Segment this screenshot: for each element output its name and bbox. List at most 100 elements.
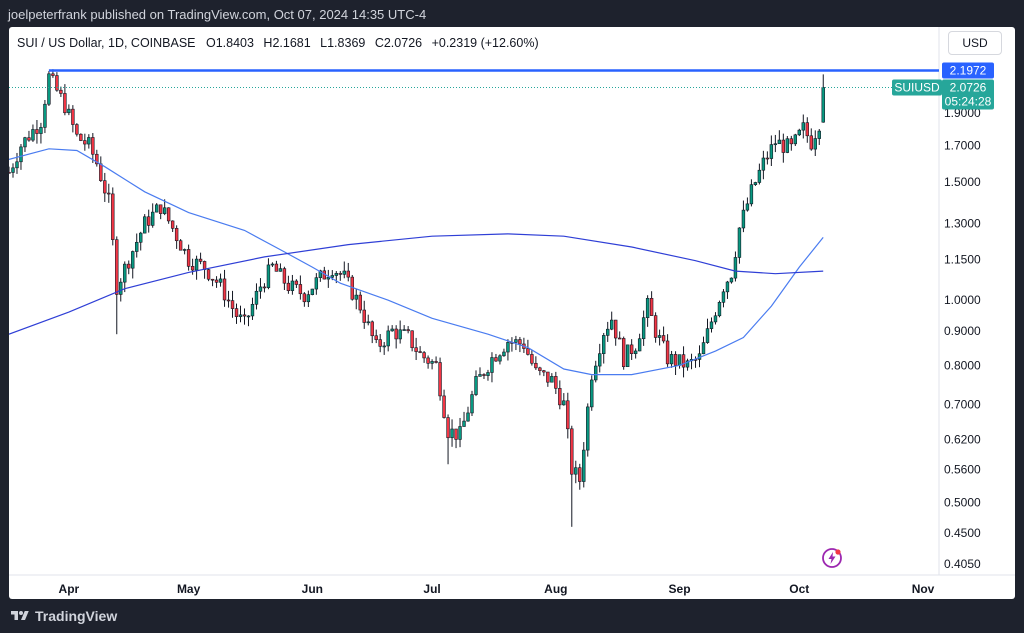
candle-body [438,362,442,397]
candle-body [143,216,147,234]
candle-body [598,353,602,367]
legend-change: +0.2319 (+12.60%) [431,36,539,50]
candle-body [813,138,817,150]
candle-body [246,315,251,318]
candle-body [234,308,239,317]
publisher-caption: joelpeterfrank published on TradingView.… [8,7,427,22]
candle-body [270,263,275,266]
candle-body [170,220,175,229]
candle-body [87,137,91,145]
currency-button[interactable]: USD [948,31,1002,55]
candle-body [729,277,734,283]
candle-body [67,108,71,114]
candle-body [590,379,594,408]
candle-body [91,137,95,155]
candle-body [139,232,143,243]
candle-body [83,140,87,145]
y-tick-label: 0.8000 [944,358,981,372]
candle-body [302,293,307,303]
x-tick-label: May [177,582,201,596]
y-tick-label: 0.4500 [944,526,981,540]
candle-body [218,278,223,283]
candle-body [709,321,714,329]
candle-body [206,269,211,280]
candle-body [230,300,235,309]
chart-panel[interactable]: 1.9000 1.7000 1.5000 1.3000 1.1500 1.0000 0.90… [9,27,1015,599]
candle-body [657,335,662,338]
candle-body [422,352,426,359]
candle-body [450,428,454,439]
footer-brand-label: TradingView [35,608,118,624]
candle-body [490,357,494,373]
candle-body [107,192,111,195]
candle-body [514,339,518,343]
footer-brand[interactable]: TradingView [10,607,117,625]
candle-body [262,286,267,289]
candle-body [781,139,786,153]
legend-high-label: H [263,36,273,50]
candle-body [765,157,770,160]
candle-body [602,335,606,354]
candle-body [390,328,394,332]
candles [9,69,825,527]
candle-body [637,338,642,352]
candle-body [617,337,622,340]
legend-close-label: C [374,36,384,50]
candle-body [793,134,798,145]
y-tick-label: 0.7000 [944,397,981,411]
price-chart[interactable]: 1.90001.70001.50001.30001.15001.00000.90… [9,27,1015,599]
candle-body [482,374,486,376]
candle-body [641,317,646,340]
candle-body [454,428,458,440]
candle-body [570,428,574,475]
legend-open-value: 1.8403 [215,36,254,50]
candle-body [821,87,825,123]
candle-body [713,315,718,323]
candle-body [574,467,578,475]
candle-body [817,130,821,139]
candle-body [274,263,279,272]
x-tick-label: Jun [302,582,323,596]
candle-body [290,280,295,291]
candle-body [47,73,51,105]
candle-body [677,354,682,366]
candle-body [558,388,562,406]
candle-body [310,288,315,295]
lightning-alert-icon[interactable] [821,547,843,569]
candle-body [797,129,801,136]
legend-low-value: 1.8369 [327,36,366,50]
candle-body [749,184,754,205]
candle-body [478,374,482,377]
candle-body [757,169,762,183]
candle-body [725,281,730,293]
moving-average-line [9,148,824,376]
candle-body [370,321,374,337]
candle-body [542,370,546,373]
candle-body [334,273,338,276]
symbol-tag [892,79,942,96]
candle-body [745,203,750,211]
candle-body [226,299,231,302]
candle-body [506,342,510,353]
candle-body [11,167,15,173]
moving-average-line [9,233,824,335]
candle-body [466,412,470,422]
candle-body [434,361,438,363]
candle-body [562,400,566,406]
candle-body [550,376,554,383]
candle-body [410,330,414,349]
candle-body [354,294,358,300]
candle-body [426,357,430,364]
candle-body [406,329,410,332]
candle-body [653,315,658,338]
candle-body [721,291,726,303]
candle-body [701,342,706,355]
candle-body [238,314,243,317]
candle-body [705,328,710,343]
y-tick-label: 1.1500 [944,252,981,266]
candle-body [242,314,247,317]
x-tick-label: Oct [789,582,809,596]
candle-body [474,376,478,395]
candle-body [59,89,63,94]
candle-body [342,270,346,275]
